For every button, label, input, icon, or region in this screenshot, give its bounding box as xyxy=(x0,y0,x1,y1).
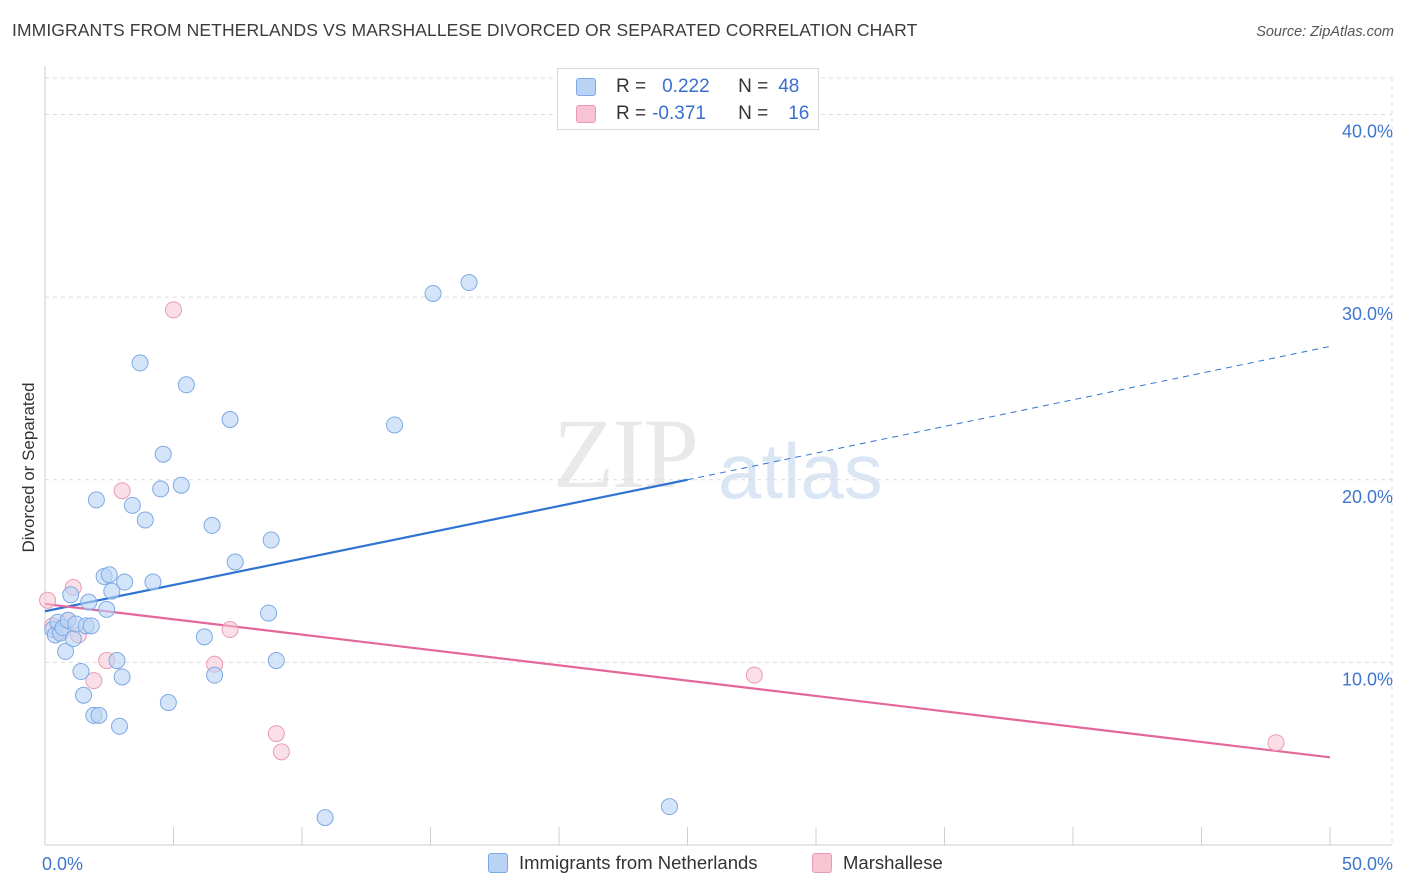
points-layer xyxy=(39,274,1285,827)
point-netherlands xyxy=(152,480,170,498)
point-marshallese xyxy=(113,482,131,500)
bottom-legend-swatch-blue xyxy=(488,853,508,873)
point-marshallese xyxy=(272,743,290,761)
bottom-legend-netherlands: Immigrants from Netherlands xyxy=(488,852,758,874)
point-netherlands xyxy=(111,717,129,735)
point-netherlands xyxy=(203,516,221,534)
point-netherlands xyxy=(103,582,121,600)
watermark-zip: ZIP xyxy=(553,398,699,509)
legend-row-marshallese: R = -0.371 N = 16 xyxy=(576,101,810,127)
trend-layer xyxy=(44,345,1331,759)
axis-layer xyxy=(44,66,1392,846)
point-netherlands xyxy=(195,628,213,646)
point-netherlands xyxy=(267,652,285,670)
y-tick-label: 10.0% xyxy=(1342,669,1393,689)
point-netherlands xyxy=(72,663,90,681)
point-marshallese xyxy=(165,301,182,319)
trend-line-netherlands xyxy=(44,478,688,613)
point-netherlands xyxy=(221,410,239,428)
legend-r-label: R = xyxy=(616,103,647,124)
point-netherlands xyxy=(159,694,177,712)
legend-swatch-pink xyxy=(576,105,596,123)
point-netherlands xyxy=(144,573,162,591)
source-label: Source: ZipAtlas.com xyxy=(1256,24,1394,40)
x-tick-label: 50.0% xyxy=(1342,854,1393,874)
legend-n-label: N = xyxy=(738,103,769,124)
point-netherlands xyxy=(80,593,98,611)
point-netherlands xyxy=(116,573,134,591)
legend-row-netherlands: R = 0.222 N = 48 xyxy=(576,74,800,100)
point-netherlands xyxy=(62,586,80,604)
labels-layer: 10.0% 20.0% 30.0% 40.0% 0.0% 50.0% Divorced or… xyxy=(19,122,1393,874)
point-netherlands xyxy=(661,798,679,816)
point-netherlands xyxy=(90,706,108,724)
point-netherlands xyxy=(64,630,82,648)
bottom-legend-label: Immigrants from Netherlands xyxy=(519,852,758,873)
correlation-legend: R = 0.222 N = 48 R = -0.371 N = 16 xyxy=(557,68,819,130)
x-tick-label: 0.0% xyxy=(42,854,83,874)
point-netherlands xyxy=(424,284,442,302)
legend-r-label: R = xyxy=(616,76,647,97)
point-netherlands xyxy=(262,531,280,549)
legend-n-value: 16 xyxy=(788,103,810,124)
bottom-legend-swatch-pink xyxy=(812,853,832,873)
point-netherlands xyxy=(108,652,126,670)
bottom-legend-marshallese: Marshallese xyxy=(812,852,943,874)
grid-layer xyxy=(45,77,1393,845)
point-netherlands xyxy=(460,274,478,292)
point-marshallese xyxy=(221,621,239,639)
point-netherlands xyxy=(316,809,334,827)
legend-swatch-blue xyxy=(576,78,596,96)
legend-r-value: 0.222 xyxy=(662,76,710,97)
point-netherlands xyxy=(131,354,149,372)
y-tick-label: 20.0% xyxy=(1342,487,1393,507)
point-netherlands xyxy=(226,553,244,571)
point-netherlands xyxy=(206,666,224,684)
point-marshallese xyxy=(1267,734,1285,752)
point-netherlands xyxy=(82,617,100,635)
point-netherlands xyxy=(113,668,131,686)
point-netherlands xyxy=(154,445,172,463)
point-marshallese xyxy=(745,666,763,684)
legend-r-value: -0.371 xyxy=(652,103,706,124)
trend-line-netherlands-extension xyxy=(687,345,1331,481)
point-netherlands xyxy=(136,511,154,529)
point-netherlands xyxy=(87,491,105,509)
y-tick-label: 30.0% xyxy=(1342,304,1393,324)
point-netherlands xyxy=(57,642,75,660)
watermark-atlas: atlas xyxy=(718,427,883,515)
point-netherlands xyxy=(177,376,195,394)
y-tick-label: 40.0% xyxy=(1342,122,1393,142)
point-netherlands xyxy=(98,600,116,618)
point-netherlands xyxy=(386,416,404,434)
point-netherlands xyxy=(172,476,190,494)
legend-n-value: 48 xyxy=(778,76,800,97)
point-marshallese xyxy=(85,672,103,690)
point-netherlands xyxy=(260,604,278,622)
point-netherlands xyxy=(100,566,118,584)
point-marshallese xyxy=(39,591,57,609)
trend-line-marshallese xyxy=(44,602,1331,759)
point-netherlands xyxy=(123,496,141,514)
bottom-legend-label: Marshallese xyxy=(843,852,943,873)
legend-n-label: N = xyxy=(738,76,769,97)
chart-title: IMMIGRANTS FROM NETHERLANDS VS MARSHALLE… xyxy=(12,20,918,40)
y-axis-label: Divorced or Separated xyxy=(19,382,38,552)
point-marshallese xyxy=(267,725,285,743)
point-netherlands xyxy=(75,686,93,704)
